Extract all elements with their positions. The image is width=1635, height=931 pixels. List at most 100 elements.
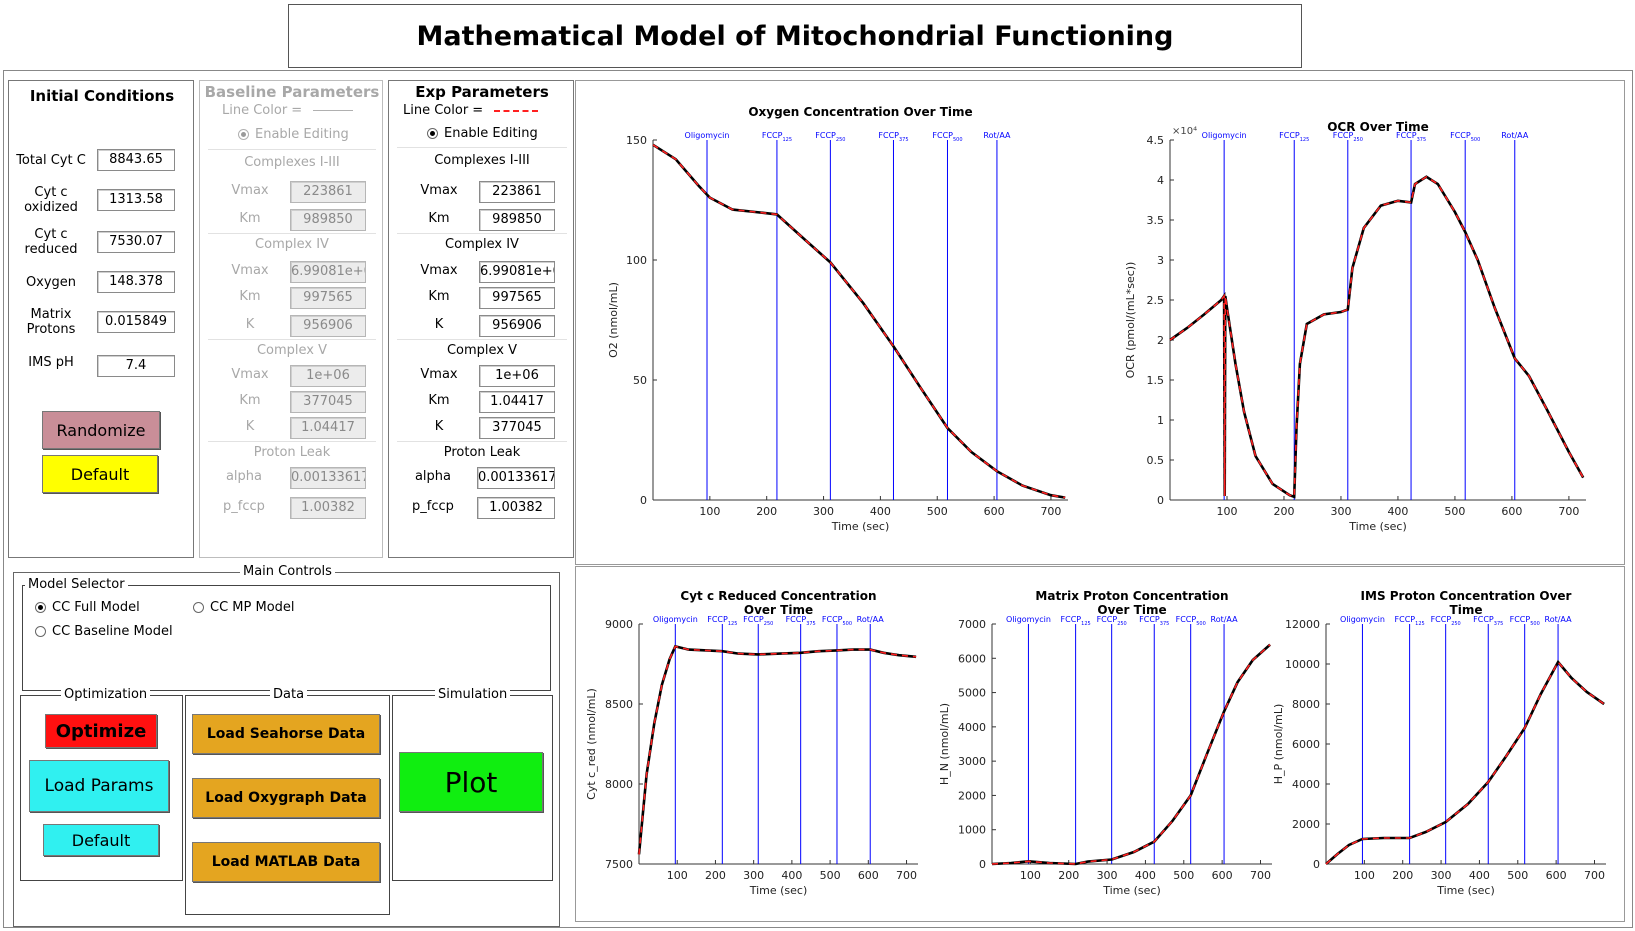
x-tick-label: 600 [858, 869, 879, 882]
exp-c13-km-field[interactable]: 989850 [479, 209, 555, 231]
exp-enable-editing[interactable]: Enable Editing [427, 126, 538, 141]
exp-pfccp-field[interactable]: 1.00382 [477, 497, 555, 519]
x-tick-label: 700 [1250, 869, 1271, 882]
injection-sub: 375 [1417, 137, 1427, 143]
cytc-oxidized-field[interactable]: 1313.58 [97, 189, 175, 211]
radio-label: CC Full Model [52, 600, 140, 615]
injection-label: Oligomycin [653, 615, 698, 624]
injection-label: Rot/AA [983, 131, 1011, 140]
km-label: Km [428, 393, 450, 408]
cytc-reduced-field[interactable]: 7530.07 [97, 231, 175, 253]
y-axis-label: H_P (nmol/mL) [1272, 704, 1285, 785]
chart-title: IMS Proton Concentration Over [1361, 589, 1572, 603]
baseline-c4-km-field: 997565 [290, 287, 366, 309]
exp-c4-vmax-field[interactable]: 6.99081e+0 [479, 261, 555, 283]
y-tick-label: 9000 [605, 618, 633, 631]
radio-dot [35, 602, 46, 613]
series-exp-line [1325, 660, 1605, 865]
x-tick-label: 200 [705, 869, 726, 882]
exp-c13-vmax-field[interactable]: 223861 [479, 181, 555, 203]
plot-button[interactable]: Plot [399, 752, 543, 812]
radio-dot [427, 128, 438, 139]
vmax-label: Vmax [231, 183, 269, 198]
exp-c4-km-field[interactable]: 997565 [479, 287, 555, 309]
ims-proton-chart: 100 200 300 400 500 600 700 0 2000 4000 6000 8000 10… [1272, 589, 1606, 897]
load-params-button[interactable]: Load Params [29, 760, 169, 812]
randomize-button[interactable]: Randomize [42, 411, 160, 449]
radio-dot [35, 626, 46, 637]
y-tick-label: 0 [640, 494, 647, 507]
baseline-enable-editing[interactable]: Enable Editing [238, 127, 349, 142]
proton-leak-title: Proton Leak [253, 445, 331, 460]
baseline-c13-km-field: 989850 [290, 209, 366, 231]
y-multiplier: ×10⁴ [1172, 126, 1197, 137]
y-tick-label: 7500 [605, 858, 633, 871]
load-oxygraph-button[interactable]: Load Oxygraph Data [192, 778, 380, 818]
y-tick-label: 100 [626, 254, 647, 267]
ims-ph-label: IMS pH [28, 355, 74, 370]
optimize-button[interactable]: Optimize [45, 714, 157, 748]
exp-c4-k-field[interactable]: 956906 [479, 315, 555, 337]
optimization-default-button[interactable]: Default [43, 824, 159, 856]
injection-sub: 500 [1530, 621, 1540, 627]
y-tick-label: 0 [1313, 858, 1320, 871]
divider [397, 441, 567, 442]
radio-cc-baseline-model[interactable]: CC Baseline Model [35, 624, 173, 639]
enable-editing-label: Enable Editing [444, 126, 538, 141]
radio-cc-mp-model[interactable]: CC MP Model [193, 600, 295, 615]
k-label: K [434, 317, 444, 332]
alpha-label: alpha [414, 469, 452, 484]
y-tick-label: 50 [633, 374, 647, 387]
load-matlab-button[interactable]: Load MATLAB Data [192, 842, 380, 882]
x-tick-label: 400 [781, 869, 802, 882]
injection-sub: 125 [728, 621, 738, 627]
total-cytc-field[interactable]: 8843.65 [97, 149, 175, 171]
total-cytc-label: Total Cyt C [16, 153, 86, 168]
injection-sub: 500 [1196, 621, 1206, 627]
x-tick-label: 100 [1354, 869, 1375, 882]
exp-c5-km-field[interactable]: 1.04417 [479, 391, 555, 413]
radio-label: CC Baseline Model [52, 624, 173, 639]
x-tick-label: 200 [1058, 869, 1079, 882]
x-tick-label: 700 [1558, 505, 1579, 518]
initial-default-button[interactable]: Default [42, 455, 158, 493]
x-tick-label: 400 [1135, 869, 1156, 882]
matrix-protons-label: Matrix Protons [26, 307, 76, 337]
x-tick-label: 300 [1431, 869, 1452, 882]
y-tick-label: 0.5 [1147, 454, 1165, 467]
initial-conditions-panel: Initial Conditions Total Cyt C 8843.65 C… [8, 80, 194, 558]
injection-label: Oligomycin [685, 131, 730, 140]
y-tick-label: 8000 [605, 778, 633, 791]
injection-sub: 375 [1160, 621, 1170, 627]
baseline-line-swatch [313, 110, 353, 111]
x-tick-label: 100 [1020, 869, 1041, 882]
baseline-c4-vmax-field: 6.99081e+0 [290, 261, 366, 283]
injection-sub: 500 [843, 621, 853, 627]
exp-c5-vmax-field[interactable]: 1e+06 [479, 365, 555, 387]
y-tick-label: 5000 [958, 687, 986, 700]
chart-title: Matrix Proton Concentration [1035, 589, 1228, 603]
x-tick-label: 300 [813, 505, 834, 518]
ims-ph-field[interactable]: 7.4 [97, 355, 175, 377]
divider [208, 233, 376, 234]
x-tick-label: 300 [1097, 869, 1118, 882]
model-selector-title: Model Selector [25, 577, 128, 592]
proton-leak-title: Proton Leak [443, 445, 521, 460]
km-label: Km [428, 289, 450, 304]
series-exp-line [991, 644, 1271, 865]
line-color-label: Line Color = [403, 103, 484, 118]
cytc-reduced-label: Cyt c reduced [24, 227, 78, 257]
load-seahorse-button[interactable]: Load Seahorse Data [192, 714, 380, 754]
exp-c5-k-field[interactable]: 377045 [479, 417, 555, 439]
matrix-protons-field[interactable]: 0.015849 [97, 311, 175, 333]
y-tick-label: 3.5 [1147, 214, 1165, 227]
x-tick-label: 600 [984, 505, 1005, 518]
oxygen-field[interactable]: 148.378 [97, 271, 175, 293]
exp-alpha-field[interactable]: 0.00133617 [477, 467, 555, 489]
vmax-label: Vmax [420, 367, 458, 382]
y-axis-label: H_N (nmol/mL) [938, 703, 951, 785]
radio-cc-full-model[interactable]: CC Full Model [35, 600, 140, 615]
enable-editing-label: Enable Editing [255, 127, 349, 142]
km-label: Km [239, 211, 261, 226]
